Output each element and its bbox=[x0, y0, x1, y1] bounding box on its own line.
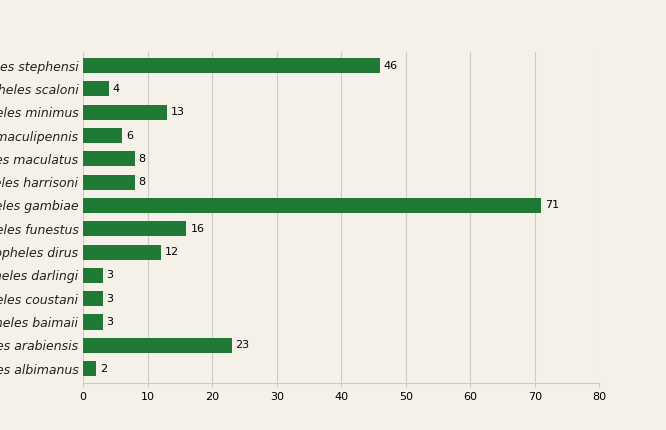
Bar bbox=[83, 81, 109, 96]
Text: 12: 12 bbox=[165, 247, 178, 257]
Text: 13: 13 bbox=[171, 107, 185, 117]
Text: 4: 4 bbox=[113, 84, 120, 94]
Text: 23: 23 bbox=[236, 341, 250, 350]
Text: 8: 8 bbox=[139, 177, 146, 187]
Text: 46: 46 bbox=[384, 61, 398, 71]
Bar bbox=[83, 104, 167, 120]
Text: 3: 3 bbox=[107, 270, 113, 280]
Bar bbox=[83, 245, 161, 260]
Text: 3: 3 bbox=[107, 317, 113, 327]
Bar bbox=[83, 268, 103, 283]
Bar bbox=[83, 151, 135, 166]
Bar bbox=[83, 291, 103, 306]
Text: 6: 6 bbox=[126, 131, 133, 141]
Bar bbox=[83, 314, 103, 330]
Bar bbox=[83, 221, 186, 237]
Text: 71: 71 bbox=[545, 200, 559, 211]
Text: 3: 3 bbox=[107, 294, 113, 304]
Bar bbox=[83, 58, 380, 73]
Bar bbox=[83, 361, 96, 376]
Bar bbox=[83, 198, 541, 213]
Bar bbox=[83, 175, 135, 190]
Text: 16: 16 bbox=[190, 224, 204, 234]
Bar bbox=[83, 338, 232, 353]
Bar bbox=[83, 128, 122, 143]
Text: 2: 2 bbox=[100, 364, 107, 374]
Text: 8: 8 bbox=[139, 154, 146, 164]
